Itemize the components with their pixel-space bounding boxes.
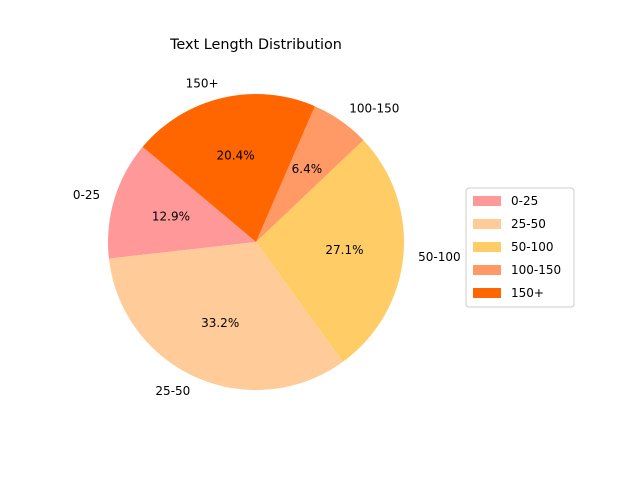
pie-slice-50-100: [256, 140, 404, 362]
pie-slice-100-150: [256, 106, 364, 243]
percent-label-150+: 20.4%: [217, 149, 255, 163]
category-label-100-150: 100-150: [349, 102, 399, 116]
category-label-50-100: 50-100: [418, 250, 461, 264]
legend-frame: [465, 187, 575, 308]
legend-label-0-25: 0-25: [511, 194, 538, 208]
percent-label-0-25: 12.9%: [152, 209, 190, 223]
category-label-25-50: 25-50: [155, 384, 190, 398]
pie-slice-25-50: [108, 242, 343, 390]
legend: 0-25 25-50 50-100 100-150 150+: [465, 187, 575, 308]
legend-label-50-100: 50-100: [511, 240, 554, 254]
legend-swatch-150+: [473, 288, 501, 298]
legend-label-150+: 150+: [511, 286, 544, 300]
legend-label-100-150: 100-150: [511, 263, 561, 277]
category-label-150+: 150+: [186, 77, 219, 91]
chart-title: Text Length Distribution: [169, 37, 342, 53]
percent-label-25-50: 33.2%: [201, 316, 239, 330]
pie-slice-150+: [142, 94, 315, 242]
legend-swatch-25-50: [473, 219, 501, 229]
percent-label-100-150: 6.4%: [292, 162, 323, 176]
legend-swatch-0-25: [473, 196, 501, 206]
legend-label-25-50: 25-50: [511, 217, 546, 231]
category-label-0-25: 0-25: [73, 188, 100, 202]
pie-slices: [107, 94, 404, 390]
legend-swatch-50-100: [473, 242, 501, 252]
category-labels: 0-25 25-50 50-100 100-150 150+: [73, 77, 461, 398]
percent-label-50-100: 27.1%: [325, 243, 363, 257]
percent-labels: 12.9% 33.2% 27.1% 6.4% 20.4%: [152, 149, 364, 331]
pie-slice-0-25: [107, 146, 256, 259]
legend-swatch-100-150: [473, 265, 501, 275]
